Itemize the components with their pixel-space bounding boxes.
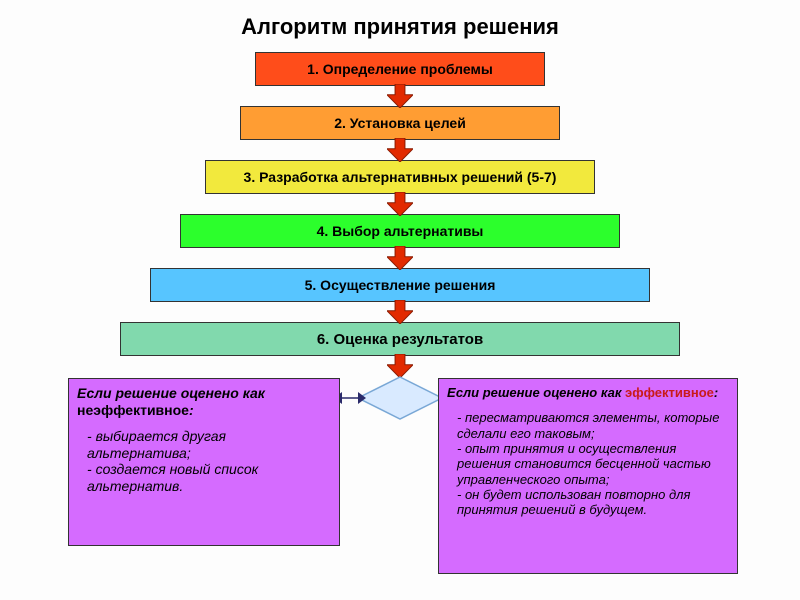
outcome-header-right: Если решение оценено как эффективное: xyxy=(447,385,729,400)
step-box-6: 6. Оценка результатов xyxy=(120,322,680,356)
step-box-5: 5. Осуществление решения xyxy=(150,268,650,302)
step-box-2: 2. Установка целей xyxy=(240,106,560,140)
outcome-list-left: выбирается другая альтернатива;создается… xyxy=(77,428,331,494)
page-title: Алгоритм принятия решения xyxy=(0,14,800,40)
step-box-1: 1. Определение проблемы xyxy=(255,52,545,86)
outcome-box-right: Если решение оценено как эффективное: пер… xyxy=(438,378,738,574)
outcome-box-left: Если решение оценено как неэффективное: в… xyxy=(68,378,340,546)
outcome-bullet: он будет использован повторно для принят… xyxy=(457,487,729,518)
outcome-bullet: выбирается другая альтернатива; xyxy=(87,428,331,461)
decision-diamond xyxy=(357,376,443,420)
arrow-down-6 xyxy=(387,354,413,383)
outcome-bullet: создается новый список альтернатив. xyxy=(87,461,331,494)
outcome-list-right: пересматриваются элементы, которые сдела… xyxy=(447,410,729,517)
step-box-3: 3. Разработка альтернативных решений (5-… xyxy=(205,160,595,194)
outcome-header-left: Если решение оценено как неэффективное: xyxy=(77,385,331,418)
outcome-keyword-right: эффективное xyxy=(625,385,714,400)
step-box-4: 4. Выбор альтернативы xyxy=(180,214,620,248)
outcome-bullet: опыт принятия и осуществления решения ст… xyxy=(457,441,729,487)
outcome-bullet: пересматриваются элементы, которые сдела… xyxy=(457,410,729,441)
outcome-keyword-left: неэффективное xyxy=(77,402,189,418)
